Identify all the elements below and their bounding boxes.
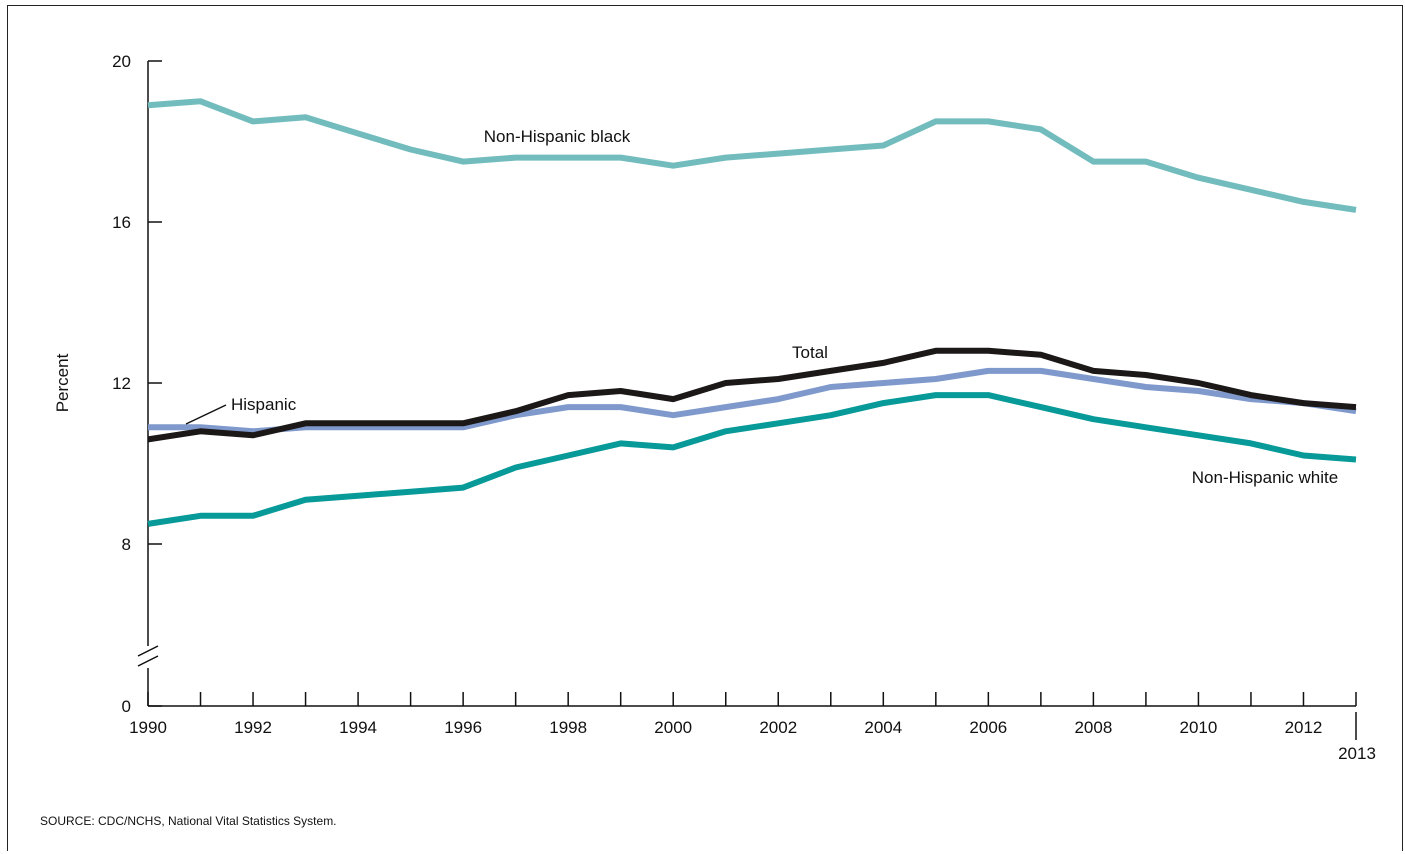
y-axis-break-mark bbox=[137, 655, 159, 667]
x-tick-label: 2013 bbox=[1338, 744, 1376, 763]
y-axis-title: Percent bbox=[53, 353, 72, 412]
series-line-total bbox=[147, 347, 1357, 443]
series-line-hispanic bbox=[148, 367, 1357, 435]
series-label-non-hispanic-black: Non-Hispanic black bbox=[484, 127, 631, 146]
hispanic-label-leader bbox=[185, 404, 227, 425]
series-label-hispanic: Hispanic bbox=[231, 395, 297, 414]
x-tick-label: 1994 bbox=[339, 718, 377, 737]
series-layer bbox=[147, 98, 1357, 527]
series-label-total: Total bbox=[792, 343, 828, 362]
x-tick-label: 1992 bbox=[234, 718, 272, 737]
x-tick-label: 2008 bbox=[1074, 718, 1112, 737]
series-line-non-hispanic-white bbox=[147, 392, 1357, 527]
chart-frame bbox=[7, 5, 1403, 851]
x-tick-label: 2002 bbox=[759, 718, 797, 737]
y-tick-label: 8 bbox=[122, 535, 131, 554]
y-axis-break-mark bbox=[137, 645, 159, 657]
x-tick-label: 2004 bbox=[864, 718, 902, 737]
x-tick-label: 2010 bbox=[1180, 718, 1218, 737]
y-tick-label: 16 bbox=[112, 213, 131, 232]
x-tick-label: 1990 bbox=[129, 718, 167, 737]
series-label-non-hispanic-white: Non-Hispanic white bbox=[1192, 468, 1338, 487]
y-tick-label: 20 bbox=[112, 52, 131, 71]
series-line-non-hispanic-black bbox=[147, 98, 1357, 213]
y-tick-label: 12 bbox=[112, 374, 131, 393]
series-labels: Non-Hispanic black Hispanic Total Non-Hispa… bbox=[185, 127, 1338, 487]
x-tick-label: 2006 bbox=[969, 718, 1007, 737]
y-tick-label: 0 bbox=[122, 697, 131, 716]
x-tick-label: 1996 bbox=[444, 718, 482, 737]
axes: 0 8 12 16 20 Percent 1990 1992 1994 1996 1998 2000 2… bbox=[53, 52, 1376, 763]
source-note: SOURCE: CDC/NCHS, National Vital Statist… bbox=[40, 814, 337, 828]
x-tick-label: 2000 bbox=[654, 718, 692, 737]
x-tick-label: 1998 bbox=[549, 718, 587, 737]
x-tick-label: 2012 bbox=[1285, 718, 1323, 737]
